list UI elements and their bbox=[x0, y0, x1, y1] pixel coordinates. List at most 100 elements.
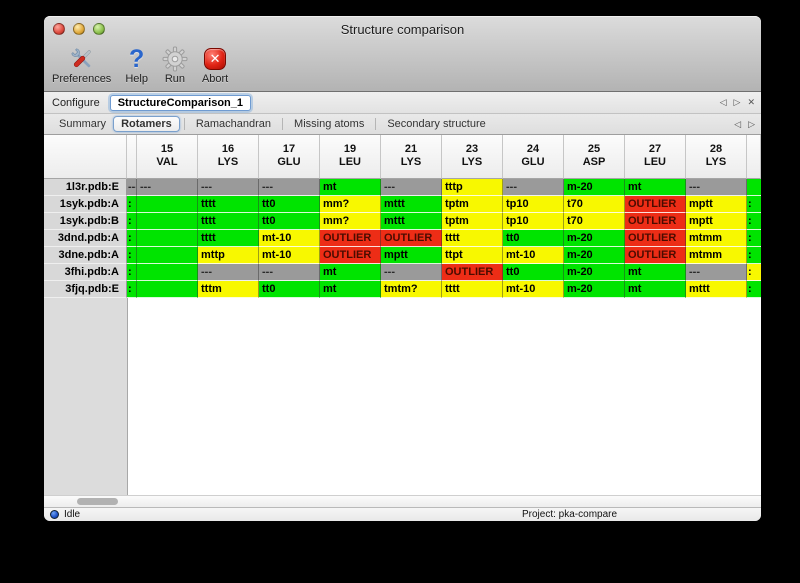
rotamer-cell[interactable]: tttt bbox=[198, 196, 259, 213]
rotamer-cell[interactable]: m-20 bbox=[564, 281, 625, 298]
rotamer-cell-clipped[interactable]: : bbox=[127, 281, 137, 298]
rotamer-cell-clipped[interactable]: : bbox=[747, 247, 761, 264]
row-label[interactable]: 3dnd.pdb:A bbox=[44, 230, 127, 247]
rotamer-cell[interactable]: mttt bbox=[381, 196, 442, 213]
rotamer-cell[interactable]: tttt bbox=[198, 213, 259, 230]
row-label[interactable]: 1syk.pdb:A bbox=[44, 196, 127, 213]
rotamer-cell[interactable]: mtmm bbox=[686, 230, 747, 247]
help-button[interactable]: ? Help bbox=[125, 44, 148, 86]
rotamer-cell[interactable]: tt0 bbox=[259, 281, 320, 298]
rotamer-cell-clipped[interactable]: : bbox=[127, 264, 137, 281]
rotamer-cell[interactable]: mptt bbox=[686, 213, 747, 230]
tab-scroll-right-icon[interactable]: ▷ bbox=[748, 118, 755, 129]
rotamer-cell-clipped[interactable]: : bbox=[747, 196, 761, 213]
rotamer-cell-clipped[interactable]: : bbox=[747, 281, 761, 298]
rotamer-cell-clipped[interactable]: : bbox=[127, 213, 137, 230]
close-window-button[interactable] bbox=[53, 23, 65, 35]
next-config-icon[interactable]: ▷ bbox=[733, 97, 741, 107]
rotamer-cell[interactable]: --- bbox=[198, 179, 259, 196]
horizontal-scrollbar[interactable] bbox=[44, 495, 761, 507]
row-label[interactable]: 3dne.pdb:A bbox=[44, 247, 127, 264]
rotamer-cell[interactable]: mtmm bbox=[686, 247, 747, 264]
rotamer-cell[interactable]: --- bbox=[198, 264, 259, 281]
preferences-button[interactable]: Preferences bbox=[52, 44, 111, 85]
rotamer-cell[interactable]: --- bbox=[381, 179, 442, 196]
rotamer-cell[interactable]: tp10 bbox=[503, 196, 564, 213]
rotamer-cell[interactable]: mt bbox=[320, 179, 381, 196]
minimize-window-button[interactable] bbox=[73, 23, 85, 35]
rotamer-cell[interactable]: OUTLIER bbox=[320, 247, 381, 264]
rotamer-cell[interactable]: tt0 bbox=[259, 196, 320, 213]
rotamer-cell[interactable] bbox=[137, 196, 198, 213]
rotamer-cell[interactable]: mt bbox=[625, 281, 686, 298]
rotamer-cell[interactable]: mttt bbox=[686, 281, 747, 298]
rotamer-cell[interactable]: mt-10 bbox=[259, 230, 320, 247]
tab-secondary-structure[interactable]: Secondary structure bbox=[387, 118, 486, 130]
prev-config-icon[interactable]: ◁ bbox=[719, 97, 727, 107]
rotamer-cell[interactable] bbox=[137, 213, 198, 230]
rotamer-cell[interactable]: tt0 bbox=[259, 213, 320, 230]
rotamer-cell[interactable]: mt-10 bbox=[503, 247, 564, 264]
rotamer-cell[interactable]: mt bbox=[320, 281, 381, 298]
tab-ramachandran[interactable]: Ramachandran bbox=[195, 118, 272, 130]
rotamer-cell[interactable]: mptt bbox=[381, 247, 442, 264]
rotamer-cell-clipped[interactable]: : bbox=[747, 230, 761, 247]
rotamer-cell[interactable]: tptm bbox=[442, 196, 503, 213]
rotamer-cell[interactable]: OUTLIER bbox=[442, 264, 503, 281]
rotamer-cell[interactable]: tttt bbox=[198, 230, 259, 247]
rotamer-cell[interactable]: OUTLIER bbox=[381, 230, 442, 247]
rotamer-cell[interactable] bbox=[137, 230, 198, 247]
close-config-icon[interactable]: ✕ bbox=[747, 97, 755, 107]
row-label[interactable]: 1syk.pdb:B bbox=[44, 213, 127, 230]
rotamer-cell[interactable]: OUTLIER bbox=[625, 196, 686, 213]
rotamer-cell[interactable]: mttt bbox=[381, 213, 442, 230]
rotamer-cell[interactable]: mt bbox=[320, 264, 381, 281]
rotamer-cell[interactable]: mt bbox=[625, 179, 686, 196]
rotamer-cell[interactable]: OUTLIER bbox=[625, 213, 686, 230]
rotamer-cell[interactable]: tptm bbox=[442, 213, 503, 230]
rotamer-cell[interactable]: OUTLIER bbox=[320, 230, 381, 247]
rotamer-cell[interactable]: mptt bbox=[686, 196, 747, 213]
rotamer-cell[interactable]: tttm bbox=[198, 281, 259, 298]
rotamer-cell[interactable]: tttt bbox=[442, 230, 503, 247]
rotamer-cell-clipped[interactable]: : bbox=[747, 213, 761, 230]
rotamer-cell[interactable]: --- bbox=[503, 179, 564, 196]
rotamer-cell[interactable]: tmtm? bbox=[381, 281, 442, 298]
rotamer-cell-clipped[interactable] bbox=[747, 179, 761, 196]
rotamer-cell[interactable]: mt-10 bbox=[259, 247, 320, 264]
rotamer-cell[interactable]: t70 bbox=[564, 196, 625, 213]
rotamer-cell[interactable]: ttpt bbox=[442, 247, 503, 264]
scrollbar-thumb[interactable] bbox=[77, 498, 118, 505]
rotamer-cell-clipped[interactable]: : bbox=[127, 230, 137, 247]
rotamer-cell[interactable] bbox=[137, 281, 198, 298]
rotamer-cell[interactable]: --- bbox=[686, 179, 747, 196]
rotamer-cell[interactable]: mm? bbox=[320, 196, 381, 213]
abort-button[interactable]: ✕ Abort bbox=[202, 44, 228, 85]
rotamer-cell[interactable]: m-20 bbox=[564, 179, 625, 196]
rotamer-cell[interactable]: mm? bbox=[320, 213, 381, 230]
rotamer-cell[interactable]: --- bbox=[686, 264, 747, 281]
rotamer-cell-clipped[interactable]: --- bbox=[127, 179, 137, 196]
run-button[interactable]: Run bbox=[162, 44, 188, 85]
rotamer-cell[interactable]: tt0 bbox=[503, 264, 564, 281]
rotamer-cell-clipped[interactable]: : bbox=[127, 247, 137, 264]
rotamer-cell[interactable]: --- bbox=[381, 264, 442, 281]
rotamer-cell[interactable] bbox=[137, 264, 198, 281]
tab-rotamers[interactable]: Rotamers bbox=[113, 116, 180, 132]
row-label[interactable]: 3fhi.pdb:A bbox=[44, 264, 127, 281]
rotamer-cell[interactable]: mttp bbox=[198, 247, 259, 264]
rotamer-cell[interactable]: m-20 bbox=[564, 230, 625, 247]
title-bar[interactable]: Structure comparison bbox=[44, 16, 761, 41]
rotamer-cell[interactable]: --- bbox=[259, 179, 320, 196]
rotamer-cell-clipped[interactable]: : bbox=[747, 264, 761, 281]
rotamer-cell[interactable]: OUTLIER bbox=[625, 230, 686, 247]
rotamer-cell[interactable]: OUTLIER bbox=[625, 247, 686, 264]
zoom-window-button[interactable] bbox=[93, 23, 105, 35]
tab-missing-atoms[interactable]: Missing atoms bbox=[294, 118, 365, 130]
rotamer-cell[interactable]: tttp bbox=[442, 179, 503, 196]
configure-name-field[interactable]: StructureComparison_1 bbox=[109, 94, 252, 111]
rotamer-cell[interactable] bbox=[137, 247, 198, 264]
rotamer-cell[interactable]: t70 bbox=[564, 213, 625, 230]
rotamer-cell[interactable]: m-20 bbox=[564, 264, 625, 281]
rotamer-cell[interactable]: --- bbox=[259, 264, 320, 281]
